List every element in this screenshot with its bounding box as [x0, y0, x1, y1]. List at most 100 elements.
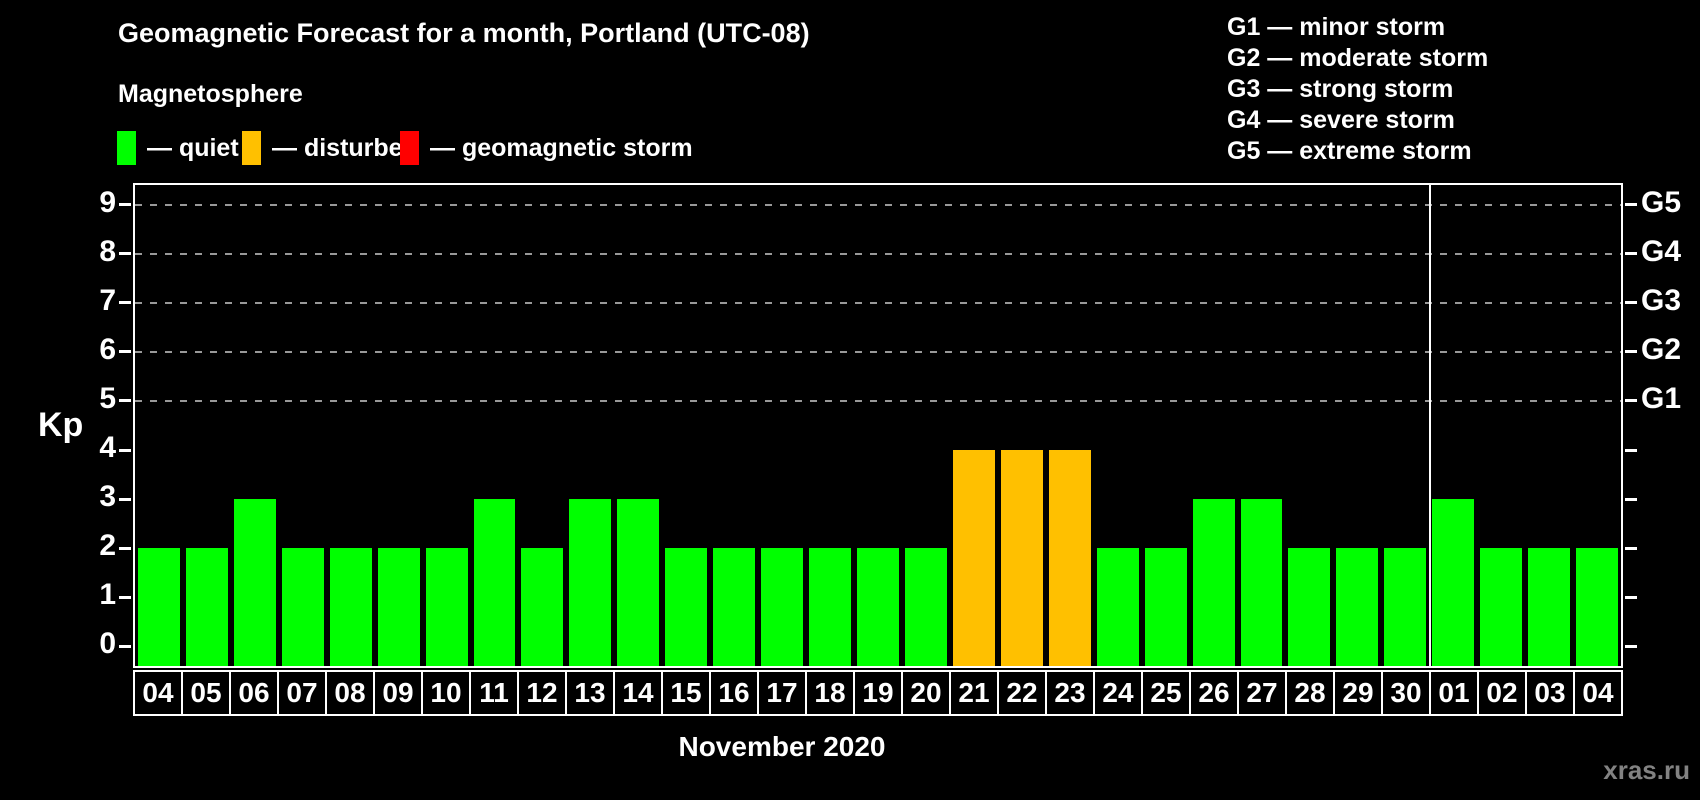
- month-label: November 2020: [678, 731, 886, 762]
- day-label-box: 13: [565, 670, 615, 716]
- day-label-box: 17: [757, 670, 807, 716]
- y-tick-mark-left-5: [119, 399, 131, 403]
- kp-bar: [713, 548, 756, 666]
- kp-bar: [569, 499, 612, 666]
- g-level-label-G3: G3: [1641, 283, 1682, 317]
- legend-item-disturbed: — disturbed: [242, 130, 418, 166]
- day-label-box: 24: [1093, 670, 1143, 716]
- y-tick-mark-left-6: [119, 350, 131, 354]
- kp-bar: [473, 499, 516, 666]
- day-label-box: 09: [373, 670, 423, 716]
- g-axis-labels: G1 G2 G3 G4 G5: [1641, 183, 1700, 664]
- y-tick-mark-left-8: [119, 252, 131, 256]
- kp-bar: [185, 548, 228, 666]
- day-label-box: 11: [469, 670, 519, 716]
- day-label-box: 03: [1525, 670, 1575, 716]
- kp-bar: [1336, 548, 1379, 666]
- legend-item-storm: — geomagnetic storm: [400, 130, 693, 166]
- y-tick-mark-left-1: [119, 595, 131, 599]
- kp-bar: [1048, 450, 1091, 666]
- kp-bar: [1288, 548, 1331, 666]
- legend-label-disturbed: — disturbed: [272, 133, 418, 162]
- day-label-box: 05: [181, 670, 231, 716]
- legend-swatch-quiet: [117, 131, 136, 165]
- day-label-box: 22: [997, 670, 1047, 716]
- legend-label-quiet: — quiet: [147, 133, 239, 162]
- g-level-label-G1: G1: [1641, 381, 1682, 415]
- legend-swatch-storm: [400, 131, 419, 165]
- y-tick-mark-left-0: [119, 644, 131, 648]
- day-label-box: 04: [1573, 670, 1623, 716]
- g-legend-line-4: G4 — severe storm: [1227, 106, 1455, 134]
- kp-bar: [952, 450, 995, 666]
- kp-bar: [1384, 548, 1427, 666]
- g-legend-line-1: G1 — minor storm: [1227, 13, 1446, 41]
- kp-bar: [1192, 499, 1235, 666]
- day-label-box: 25: [1141, 670, 1191, 716]
- status-legend: — quiet — disturbed — geomagnetic storm: [0, 130, 1700, 168]
- y-tick-mark-right-5: [1625, 399, 1637, 403]
- y-tick-label-6: 6: [99, 332, 116, 366]
- g-scale-legend: G1 — minor storm G2 — moderate storm G3 — …: [1227, 12, 1488, 167]
- gridline-kp6: [135, 350, 1621, 353]
- g-level-label-G2: G2: [1641, 332, 1682, 366]
- y-tick-mark-right-4: [1625, 448, 1637, 452]
- y-tick-mark-right-1: [1625, 595, 1637, 599]
- y-tick-mark-right-3: [1625, 497, 1637, 501]
- y-tick-label-9: 9: [99, 185, 116, 219]
- y-tick-mark-left-9: [119, 203, 131, 207]
- y-tick-mark-left-3: [119, 497, 131, 501]
- day-label-box: 29: [1333, 670, 1383, 716]
- day-label-box: 18: [805, 670, 855, 716]
- gridline-kp9: [135, 203, 1621, 206]
- kp-bar: [1000, 450, 1043, 666]
- y-tick-mark-right-2: [1625, 546, 1637, 550]
- day-label-box: 02: [1477, 670, 1527, 716]
- legend-swatch-disturbed: [242, 131, 261, 165]
- kp-bar: [904, 548, 947, 666]
- day-axis-row: 04 05 06 07 08 09 10 11 12 13 14 15 16 17 18 19 20 21 22 23…: [133, 670, 1623, 716]
- day-label-box: 07: [277, 670, 327, 716]
- day-label-box: 28: [1285, 670, 1335, 716]
- y-tick-label-0: 0: [99, 627, 116, 661]
- legend-label-storm: — geomagnetic storm: [430, 133, 693, 162]
- day-label-box: 19: [853, 670, 903, 716]
- month-separator-line: [1429, 185, 1432, 666]
- day-label-box: 16: [709, 670, 759, 716]
- kp-bar: [617, 499, 660, 666]
- y-tick-mark-left-7: [119, 301, 131, 305]
- plot-area: [119, 183, 1637, 668]
- y-tick-mark-left-2: [119, 546, 131, 550]
- kp-bar: [233, 499, 276, 666]
- y-tick-mark-left-4: [119, 448, 131, 452]
- g-level-label-G5: G5: [1641, 185, 1682, 219]
- magnetosphere-label: Magnetosphere: [118, 80, 303, 108]
- kp-bar: [665, 548, 708, 666]
- day-label-box: 14: [613, 670, 663, 716]
- kp-bar: [1096, 548, 1139, 666]
- g-legend-line-2: G2 — moderate storm: [1227, 44, 1489, 72]
- y-tick-label-4: 4: [99, 431, 116, 465]
- day-label-box: 26: [1189, 670, 1239, 716]
- y-tick-label-8: 8: [99, 234, 116, 268]
- y-tick-mark-right-6: [1625, 350, 1637, 354]
- y-tick-label-2: 2: [99, 529, 116, 563]
- g-legend-line-5: G5 — extreme storm: [1227, 137, 1472, 165]
- day-label-box: 30: [1381, 670, 1431, 716]
- y-tick-mark-right-8: [1625, 252, 1637, 256]
- kp-bar: [281, 548, 324, 666]
- day-label-box: 21: [949, 670, 999, 716]
- day-label-box: 04: [133, 670, 183, 716]
- day-label-box: 20: [901, 670, 951, 716]
- day-label-box: 23: [1045, 670, 1095, 716]
- day-label-box: 12: [517, 670, 567, 716]
- kp-bar: [521, 548, 564, 666]
- y-tick-label-3: 3: [99, 480, 116, 514]
- day-label-box: 15: [661, 670, 711, 716]
- kp-bar: [425, 548, 468, 666]
- gridline-kp8: [135, 252, 1621, 255]
- kp-bar: [857, 548, 899, 666]
- day-label-box: 06: [229, 670, 279, 716]
- day-label-box: 08: [325, 670, 375, 716]
- y-axis-tick-labels: 0 1 2 3 4 5 6 7 8 9: [48, 183, 116, 664]
